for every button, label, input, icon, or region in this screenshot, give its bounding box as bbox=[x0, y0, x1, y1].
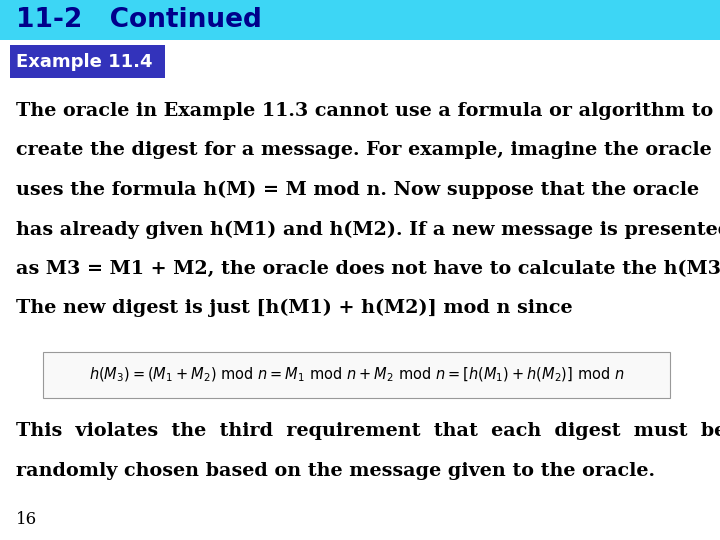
Text: The new digest is just [h(M1) + h(M2)] mod n since: The new digest is just [h(M1) + h(M2)] m… bbox=[16, 299, 572, 318]
FancyBboxPatch shape bbox=[43, 352, 670, 398]
Text: $h(M_3) = (M_1 + M_2)\ \mathrm{mod}\ n = M_1\ \mathrm{mod}\ n + M_2\ \mathrm{mod: $h(M_3) = (M_1 + M_2)\ \mathrm{mod}\ n =… bbox=[89, 366, 624, 384]
Bar bbox=[10, 45, 165, 78]
Text: randomly chosen based on the message given to the oracle.: randomly chosen based on the message giv… bbox=[16, 462, 655, 480]
Text: create the digest for a message. For example, imagine the oracle: create the digest for a message. For exa… bbox=[16, 141, 711, 159]
Text: The oracle in Example 11.3 cannot use a formula or algorithm to: The oracle in Example 11.3 cannot use a … bbox=[16, 102, 713, 120]
Text: Example 11.4: Example 11.4 bbox=[16, 52, 153, 71]
Bar bbox=[0, 0, 720, 40]
Text: has already given h(M1) and h(M2). If a new message is presented: has already given h(M1) and h(M2). If a … bbox=[16, 220, 720, 239]
Text: as M3 = M1 + M2, the oracle does not have to calculate the h(M3).: as M3 = M1 + M2, the oracle does not hav… bbox=[16, 260, 720, 278]
Text: 16: 16 bbox=[16, 511, 37, 528]
Text: This  violates  the  third  requirement  that  each  digest  must  be: This violates the third requirement that… bbox=[16, 422, 720, 440]
Text: uses the formula h(M) = M mod n. Now suppose that the oracle: uses the formula h(M) = M mod n. Now sup… bbox=[16, 181, 699, 199]
Text: 11-2   Continued: 11-2 Continued bbox=[16, 7, 261, 33]
